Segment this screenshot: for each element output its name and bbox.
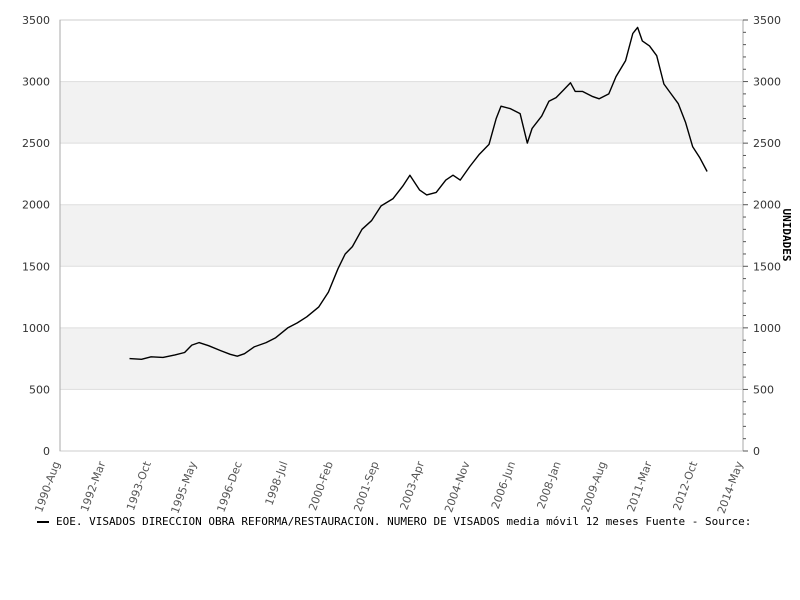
y-tick-label-right: 3000 bbox=[753, 76, 781, 89]
grid-lines bbox=[60, 19, 743, 452]
x-tick-label: 1993-Oct bbox=[124, 459, 154, 512]
legend-text: EOE. VISADOS DIRECCION OBRA REFORMA/REST… bbox=[56, 515, 751, 528]
y-tick-label-left: 2000 bbox=[22, 199, 50, 212]
y-tick-label-right: 0 bbox=[753, 445, 760, 458]
y-tick-label-right: 1500 bbox=[753, 260, 781, 273]
x-tick-label: 2001-Sep bbox=[351, 460, 381, 514]
y-tick-label-left: 1500 bbox=[22, 260, 50, 273]
y-tick-label-left: 500 bbox=[29, 383, 50, 396]
y-tick-label-left: 1000 bbox=[22, 322, 50, 335]
y-tick-label-left: 0 bbox=[43, 445, 50, 458]
y-tick-label-left: 3500 bbox=[22, 14, 50, 27]
y-tick-label-left: 3000 bbox=[22, 76, 50, 89]
right-y-tick-labels: 0 500 1000 1500 2000 2500 3000 3500 bbox=[753, 14, 781, 458]
y-tick-label-right: 2000 bbox=[753, 199, 781, 212]
x-tick-label: 2012-Oct bbox=[671, 459, 701, 512]
x-tick-label: 1995-May bbox=[168, 459, 199, 515]
y-tick-label-right: 500 bbox=[753, 383, 774, 396]
left-y-tick-labels: 0 500 1000 1500 2000 2500 3000 3500 bbox=[22, 14, 50, 458]
grid-band bbox=[60, 204, 743, 267]
y-axis-label: UNIDADES bbox=[780, 209, 793, 262]
x-tick-labels: 1990-Aug 1992-Mar 1993-Oct 1995-May 1996-Dec… bbox=[32, 459, 746, 516]
x-tick-label: 1996-Dec bbox=[215, 460, 245, 514]
right-minor-ticks bbox=[743, 19, 748, 452]
x-tick-label: 2008-Jan bbox=[535, 460, 564, 511]
series-line bbox=[129, 26, 708, 360]
x-tick-label: 2003-Apr bbox=[398, 459, 428, 512]
x-tick-label: 2014-May bbox=[715, 459, 746, 515]
x-tick-label: 2011-Mar bbox=[625, 459, 655, 513]
x-tick-label: 1998-Jul bbox=[263, 460, 291, 508]
grid-bands bbox=[60, 81, 743, 390]
y-tick-label-right: 1000 bbox=[753, 322, 781, 335]
grid-band bbox=[60, 81, 743, 144]
y-tick-label-right: 2500 bbox=[753, 137, 781, 150]
y-tick-label-left: 2500 bbox=[22, 137, 50, 150]
x-tick-label: 2000-Feb bbox=[306, 460, 336, 513]
x-tick-label: 1992-Mar bbox=[78, 459, 108, 513]
grid-band bbox=[60, 327, 743, 390]
x-tick-label: 2009-Aug bbox=[579, 460, 609, 514]
x-tick-label: 2006-Jun bbox=[489, 460, 518, 511]
x-tick-label: 2004-Nov bbox=[442, 459, 473, 514]
y-tick-label-right: 3500 bbox=[753, 14, 781, 27]
x-tick-label: 1990-Aug bbox=[32, 460, 62, 514]
